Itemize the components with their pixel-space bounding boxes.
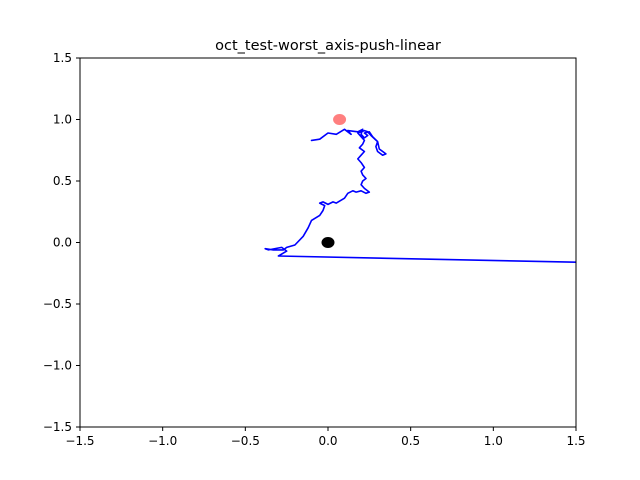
y-tick-label: −1.0 bbox=[43, 359, 72, 373]
x-tick-label: 0.5 bbox=[401, 434, 420, 448]
plot-area bbox=[264, 114, 576, 264]
y-tick-label: 1.0 bbox=[53, 113, 72, 127]
y-tick-label: −0.5 bbox=[43, 297, 72, 311]
x-tick-label: −1.5 bbox=[65, 434, 94, 448]
axes: −1.5 −1.0 −0.5 0.0 0.5 1.0 1.5 −1.5 −1.0 −0.5 0.0 0… bbox=[43, 51, 586, 448]
x-tick-label: −1.0 bbox=[148, 434, 177, 448]
series-line-0 bbox=[264, 128, 576, 264]
y-tick-label: 0.5 bbox=[53, 174, 72, 188]
x-tick-label: 1.5 bbox=[566, 434, 585, 448]
y-tick-label: 0.0 bbox=[53, 236, 72, 250]
chart-title: oct_test-worst_axis-push-linear bbox=[215, 38, 441, 54]
marker-point-1 bbox=[333, 114, 347, 125]
x-tick-label: 0.0 bbox=[318, 434, 337, 448]
x-tick-label: −0.5 bbox=[231, 434, 260, 448]
y-tick-label: 1.5 bbox=[53, 51, 72, 65]
y-tick-label: −1.5 bbox=[43, 420, 72, 434]
x-tick-label: 1.0 bbox=[484, 434, 503, 448]
marker-point-0 bbox=[321, 237, 335, 248]
